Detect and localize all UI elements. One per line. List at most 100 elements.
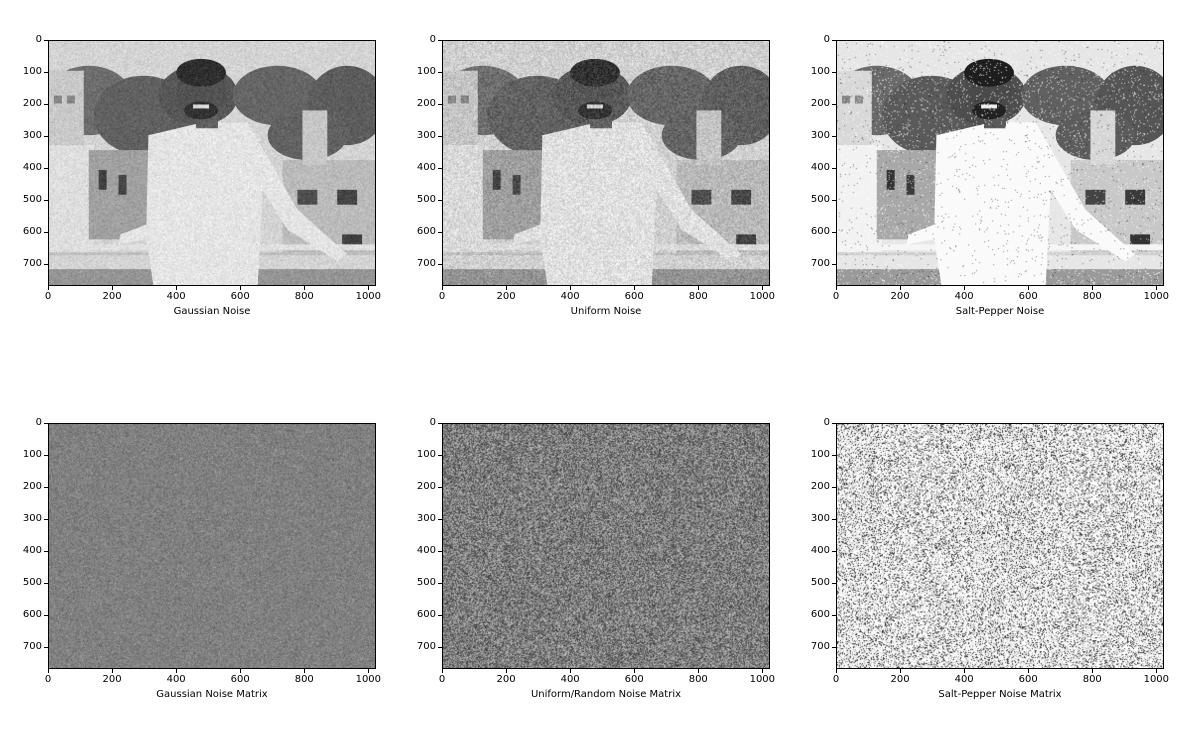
- x-axis-label: Uniform Noise: [570, 306, 642, 317]
- x-axis-label: Gaussian Noise Matrix: [156, 689, 268, 700]
- y-tick-label: 100: [416, 66, 436, 78]
- x-tick-mark: [240, 669, 242, 673]
- y-tick-mark: [438, 72, 442, 74]
- x-tick-mark: [570, 286, 572, 290]
- x-tick-label: 400: [560, 291, 580, 302]
- y-tick-mark: [832, 168, 836, 170]
- y-tick-label: 500: [810, 194, 830, 206]
- x-tick-label: 0: [832, 291, 840, 302]
- y-tick-label: 0: [429, 417, 436, 428]
- y-tick-label: 700: [810, 258, 830, 270]
- y-tick-label: 300: [22, 513, 42, 525]
- x-tick-label: 200: [102, 674, 122, 685]
- x-tick-mark: [112, 286, 114, 290]
- image-axes: [48, 423, 376, 669]
- x-tick-mark: [1028, 669, 1030, 673]
- y-tick-label: 400: [416, 162, 436, 174]
- x-tick-label: 0: [438, 674, 446, 685]
- x-tick-label: 400: [954, 674, 974, 685]
- y-tick-mark: [438, 104, 442, 106]
- y-tick-mark: [44, 232, 48, 234]
- x-tick-label: 600: [1018, 674, 1038, 685]
- y-tick-label: 0: [35, 417, 42, 428]
- x-tick-label: 600: [624, 291, 644, 302]
- x-tick-mark: [176, 669, 178, 673]
- image-axes: [442, 423, 770, 669]
- y-tick-mark: [832, 519, 836, 521]
- x-tick-label: 1000: [355, 291, 382, 302]
- y-tick-mark: [832, 104, 836, 106]
- x-tick-label: 800: [1082, 674, 1102, 685]
- y-tick-mark: [438, 136, 442, 138]
- x-tick-mark: [368, 286, 370, 290]
- y-tick-label: 500: [22, 577, 42, 589]
- x-tick-label: 400: [166, 291, 186, 302]
- x-tick-mark: [304, 286, 306, 290]
- x-tick-mark: [442, 286, 443, 290]
- x-tick-mark: [48, 286, 49, 290]
- x-tick-mark: [762, 286, 764, 290]
- y-tick-mark: [832, 40, 836, 41]
- y-tick-mark: [832, 647, 836, 649]
- y-tick-label: 600: [810, 226, 830, 238]
- y-tick-mark: [832, 232, 836, 234]
- image-axes: [48, 40, 376, 286]
- x-tick-mark: [1156, 669, 1158, 673]
- noise-overlay: [443, 41, 769, 285]
- y-tick-label: 200: [22, 481, 42, 493]
- y-tick-mark: [438, 232, 442, 234]
- x-tick-mark: [1092, 669, 1094, 673]
- image-axes: [836, 40, 1164, 286]
- x-tick-label: 1000: [1143, 291, 1170, 302]
- y-tick-mark: [438, 168, 442, 170]
- x-tick-label: 600: [230, 674, 250, 685]
- y-tick-mark: [44, 72, 48, 74]
- portrait-photo: [49, 41, 375, 285]
- y-tick-mark: [438, 487, 442, 489]
- y-tick-label: 100: [810, 66, 830, 78]
- y-tick-label: 500: [810, 577, 830, 589]
- y-tick-mark: [44, 647, 48, 649]
- y-tick-label: 0: [823, 34, 830, 45]
- noise-overlay: [49, 41, 375, 285]
- y-tick-label: 700: [416, 641, 436, 653]
- y-tick-mark: [44, 200, 48, 202]
- y-tick-label: 0: [35, 34, 42, 45]
- x-tick-label: 1000: [1143, 674, 1170, 685]
- x-tick-label: 800: [688, 291, 708, 302]
- x-tick-mark: [112, 669, 114, 673]
- y-tick-label: 600: [810, 609, 830, 621]
- x-tick-mark: [570, 669, 572, 673]
- y-tick-mark: [832, 72, 836, 74]
- y-tick-label: 300: [416, 130, 436, 142]
- x-tick-mark: [836, 286, 837, 290]
- x-tick-label: 200: [496, 291, 516, 302]
- y-tick-label: 300: [810, 513, 830, 525]
- x-tick-mark: [836, 669, 837, 673]
- portrait-photo: [837, 41, 1163, 285]
- noise-matrix-image: [49, 424, 375, 668]
- x-tick-label: 600: [230, 291, 250, 302]
- x-tick-label: 200: [102, 291, 122, 302]
- y-tick-label: 200: [416, 98, 436, 110]
- x-tick-mark: [964, 669, 966, 673]
- y-tick-label: 700: [416, 258, 436, 270]
- x-tick-label: 0: [44, 674, 52, 685]
- x-axis-label: Uniform/Random Noise Matrix: [530, 689, 682, 700]
- x-tick-mark: [304, 669, 306, 673]
- x-tick-mark: [1156, 286, 1158, 290]
- y-tick-mark: [438, 200, 442, 202]
- x-axis-label: Gaussian Noise: [173, 306, 251, 317]
- y-tick-label: 100: [22, 66, 42, 78]
- y-tick-label: 700: [22, 258, 42, 270]
- y-tick-mark: [44, 551, 48, 553]
- y-tick-label: 100: [810, 449, 830, 461]
- y-tick-label: 400: [416, 545, 436, 557]
- x-axis-label: Salt-Pepper Noise Matrix: [938, 689, 1062, 700]
- y-tick-label: 300: [416, 513, 436, 525]
- y-tick-label: 200: [22, 98, 42, 110]
